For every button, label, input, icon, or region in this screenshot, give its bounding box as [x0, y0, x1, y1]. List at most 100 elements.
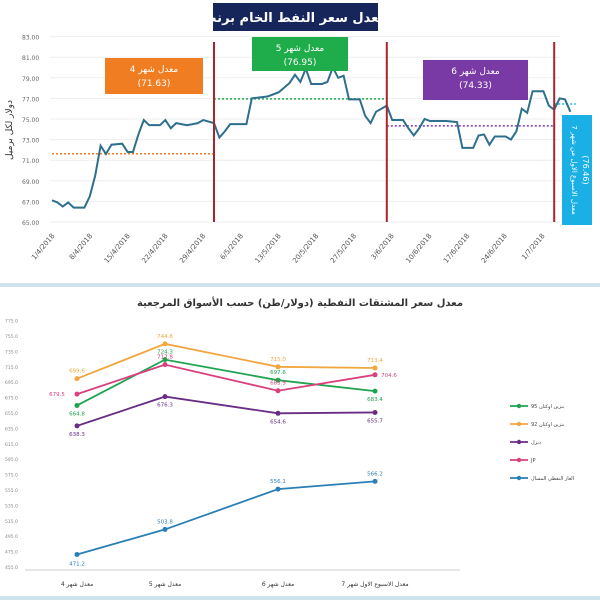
y-tick-label: 595.0 — [5, 457, 18, 463]
data-label: 717.8 — [157, 355, 173, 361]
y-tick-label: 65.00 — [22, 220, 39, 227]
average-value: (71.63) — [138, 79, 171, 89]
x-tick-label: 20/5/2018 — [291, 232, 320, 265]
y-tick-label: 575.0 — [5, 473, 18, 479]
x-tick-label: 24/6/2018 — [480, 232, 509, 265]
y-tick-label: 73.00 — [22, 138, 39, 145]
y-tick-label: 755.0 — [5, 334, 18, 340]
y-tick-label: 475.0 — [5, 550, 18, 556]
y-axis-label: دولار لكل برميل — [5, 100, 15, 160]
data-point — [74, 376, 80, 382]
x-tick-label: 1/4/2018 — [30, 232, 56, 261]
legend-marker — [516, 421, 522, 427]
data-point — [162, 394, 168, 400]
data-point — [275, 377, 281, 383]
average-label: معدل شهر 6 — [451, 67, 500, 77]
x-tick-label: 17/6/2018 — [442, 232, 471, 265]
average-value: (76.46) — [581, 155, 590, 184]
y-tick-label: 455.0 — [5, 565, 18, 571]
x-tick-label: 22/4/2018 — [140, 232, 169, 265]
data-point — [74, 391, 80, 397]
legend-label: JP — [530, 458, 536, 464]
data-point — [372, 372, 378, 378]
average-value: (76.95) — [284, 58, 317, 68]
y-tick-label: 655.0 — [5, 411, 18, 417]
y-tick-label: 69.00 — [22, 179, 39, 186]
title-box — [213, 3, 378, 31]
legend-marker — [516, 439, 522, 445]
data-point — [74, 423, 80, 429]
data-label: 679.5 — [49, 392, 65, 398]
data-point — [162, 362, 168, 368]
data-label: 699.6 — [69, 369, 85, 375]
data-label: 724.3 — [157, 350, 173, 356]
series-line — [76, 358, 376, 407]
x-tick-label: 29/4/2018 — [178, 232, 207, 265]
y-tick-label: 715.0 — [5, 365, 18, 371]
data-label: 638.3 — [69, 432, 85, 438]
series-line — [76, 480, 376, 556]
data-point — [275, 364, 281, 370]
legend-label: بنزين اوكتان 92 — [531, 422, 564, 428]
data-label: 704.6 — [381, 373, 397, 379]
series-line — [76, 395, 376, 427]
average-box — [562, 115, 592, 225]
legend-marker — [516, 457, 522, 463]
y-tick-label: 535.0 — [5, 503, 18, 509]
average-box — [252, 37, 348, 71]
y-tick-label: 71.00 — [22, 158, 39, 165]
data-point — [162, 357, 168, 363]
x-tick-label: 6/5/2018 — [219, 232, 245, 261]
y-tick-label: 515.0 — [5, 519, 18, 525]
x-tick-label: 3/6/2018 — [369, 232, 395, 261]
average-value: (74.33) — [459, 81, 492, 91]
brent-price-line — [51, 65, 572, 209]
data-label: 744.8 — [157, 334, 173, 340]
series-line — [76, 342, 376, 380]
data-label: 503.8 — [157, 519, 173, 525]
data-point — [74, 402, 80, 408]
y-tick-label: 675.0 — [5, 396, 18, 402]
legend-marker — [516, 475, 522, 481]
data-point — [275, 388, 281, 394]
data-label: 471.2 — [69, 562, 85, 568]
data-label: 566.2 — [367, 471, 383, 477]
legend-label: بنزين اوكتان 95 — [531, 404, 564, 410]
x-tick-label: معدل الاسبوع الاول شهر 7 — [341, 581, 408, 588]
series-line — [76, 363, 376, 395]
brent-price-chart: 65.00 67.00 69.00 71.00 73.00 75.00 77.00 79.00… — [5, 3, 592, 265]
x-tick-label: 10/6/2018 — [404, 232, 433, 265]
y-tick-label: 67.00 — [22, 199, 39, 206]
x-tick-label: معدل شهر 5 — [149, 581, 181, 588]
x-tick-label: 13/5/2018 — [254, 232, 283, 265]
data-label: 715.0 — [270, 357, 286, 363]
y-tick-label: 495.0 — [5, 534, 18, 540]
data-label: 676.3 — [157, 403, 173, 409]
data-label: 697.6 — [270, 370, 286, 376]
data-label: 655.7 — [367, 418, 383, 424]
y-tick-label: 775.0 — [5, 319, 18, 325]
y-tick-label: 81.00 — [22, 55, 39, 62]
data-label: 654.6 — [270, 419, 286, 425]
data-point — [162, 526, 168, 532]
legend-marker — [516, 403, 522, 409]
data-point — [372, 478, 378, 484]
divider — [0, 596, 600, 600]
data-point — [275, 410, 281, 416]
y-tick-label: 695.0 — [5, 380, 18, 386]
y-tick-label: 555.0 — [5, 488, 18, 494]
average-label: معدل شهر 4 — [130, 65, 179, 75]
y-tick-label: 735.0 — [5, 349, 18, 355]
y-tick-label: 83.00 — [22, 35, 39, 42]
y-tick-label: 635.0 — [5, 426, 18, 432]
chart-title: معدل سعر النفط الخام برنت — [203, 11, 386, 26]
data-point — [74, 552, 80, 558]
data-point — [372, 388, 378, 394]
x-tick-label: معدل شهر 4 — [61, 581, 93, 588]
y-tick-label: 615.0 — [5, 442, 18, 448]
y-tick-label: 77.00 — [22, 96, 39, 103]
data-label: 683.4 — [367, 397, 383, 403]
derivatives-price-chart: معدل سعر المشتقات النفطية (دولار/طن) حسب… — [5, 296, 574, 588]
data-label: 664.8 — [69, 411, 85, 417]
legend-label: الغاز النفطي المسال — [531, 476, 574, 482]
